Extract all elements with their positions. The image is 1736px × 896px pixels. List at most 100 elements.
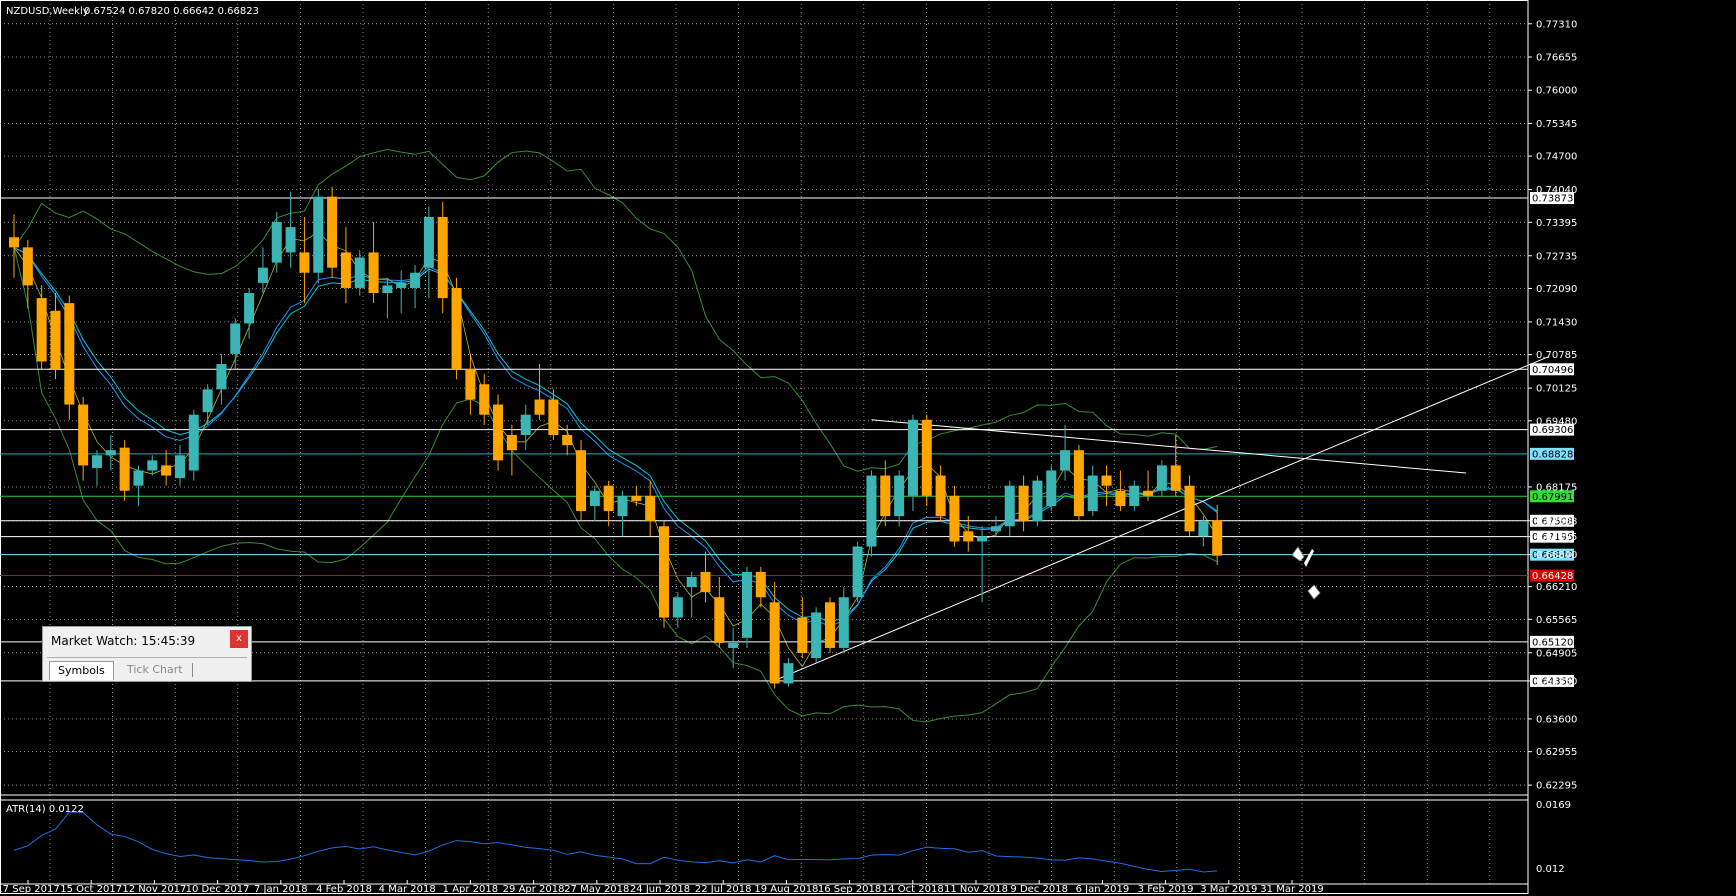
price-level-line[interactable]: 0.66840	[0, 548, 1574, 562]
atr-line	[13, 811, 1218, 873]
candle	[91, 450, 102, 486]
candle	[1087, 465, 1098, 517]
date-tick-label: 16 Sep 2018	[818, 884, 881, 895]
price-level-line[interactable]: 0.69306	[0, 423, 1574, 437]
candle	[935, 465, 946, 522]
svg-text:0.73873: 0.73873	[1532, 194, 1573, 205]
candle	[1115, 470, 1126, 512]
candle	[64, 295, 75, 420]
candle	[493, 394, 504, 471]
price-tick-label: 0.75345	[1536, 119, 1577, 130]
candle	[244, 287, 255, 339]
price-level-line[interactable]: 0.67195	[0, 530, 1574, 544]
price-level-line[interactable]: 0.73873	[0, 192, 1574, 205]
price-tick-label: 0.71430	[1536, 317, 1577, 328]
candle	[216, 353, 227, 405]
candle	[1018, 475, 1029, 532]
candle	[866, 470, 877, 557]
candle	[1143, 470, 1154, 501]
candle	[990, 516, 1001, 537]
trendline[interactable]	[871, 419, 1467, 474]
price-tick-label: 0.77310	[1536, 19, 1577, 30]
price-tick-label: 0.70125	[1536, 384, 1577, 395]
svg-text:0.64350: 0.64350	[1532, 676, 1573, 687]
market-watch-tabs: Symbols Tick Chart	[47, 657, 247, 680]
candle	[631, 485, 642, 506]
close-icon[interactable]: x	[230, 630, 248, 648]
candle	[741, 566, 752, 648]
candle	[368, 222, 379, 304]
svg-text:0.68828: 0.68828	[1532, 449, 1573, 460]
candle	[147, 455, 158, 476]
price-level-line[interactable]: 0.65120	[0, 635, 1574, 649]
price-level-line[interactable]: 0.70496	[0, 363, 1574, 376]
candle	[769, 582, 780, 689]
price-level-line[interactable]: 0.66428	[0, 569, 1574, 583]
date-tick-label: 12 Nov 2017	[122, 884, 186, 895]
candle	[714, 576, 725, 648]
price-tick-label: 0.69480	[1536, 416, 1577, 427]
candle	[672, 592, 683, 628]
candle	[1004, 480, 1015, 537]
price-tick-label: 0.62955	[1536, 747, 1577, 758]
candle	[1060, 424, 1071, 481]
date-tick-label: 4 Feb 2018	[316, 884, 372, 895]
price-level-line[interactable]: 0.68828	[0, 447, 1574, 461]
candle	[451, 277, 462, 380]
candle	[354, 249, 365, 296]
candle	[1032, 475, 1043, 527]
candle	[133, 465, 144, 506]
price-level-line[interactable]: 0.64350	[0, 674, 1574, 688]
tab-symbols[interactable]: Symbols	[49, 661, 114, 680]
tab-separator	[192, 663, 193, 677]
svg-text:0.67991: 0.67991	[1532, 492, 1573, 503]
candle	[700, 551, 711, 603]
atr-indicator-panel: 0.0169 0.012	[0, 799, 1571, 885]
svg-text:0.69306: 0.69306	[1532, 425, 1573, 436]
candle	[479, 374, 490, 425]
candle	[907, 414, 918, 512]
candle	[949, 485, 960, 547]
candle	[1156, 460, 1167, 496]
candle	[963, 516, 974, 552]
candle	[894, 470, 905, 527]
candle	[880, 460, 891, 527]
lower-band	[13, 247, 1218, 723]
price-tick-label: 0.74700	[1536, 152, 1577, 163]
candle	[230, 318, 241, 370]
trendlines[interactable]	[774, 355, 1550, 681]
candle	[50, 293, 61, 380]
date-tick-label: 4 Mar 2018	[379, 884, 436, 895]
candle	[437, 201, 448, 314]
candle	[423, 206, 434, 299]
date-tick-label: 11 Nov 2018	[944, 884, 1008, 895]
price-tick-label: 0.72090	[1536, 284, 1577, 295]
candle	[313, 189, 324, 283]
price-tick-label: 0.76655	[1536, 52, 1577, 63]
candle	[589, 485, 600, 522]
horizontal-price-lines[interactable]: 0.73873 0.70496 0.69306 0.68828 0.67991 0.675…	[0, 192, 1574, 687]
svg-text:0.66840: 0.66840	[1532, 550, 1573, 561]
candle	[520, 404, 531, 451]
trendline[interactable]	[774, 355, 1550, 681]
price-level-line[interactable]: 0.67508	[0, 514, 1574, 528]
market-watch-window[interactable]: Market Watch: 15:45:39 x Symbols Tick Ch…	[42, 626, 252, 682]
candle	[1046, 465, 1057, 512]
candle	[728, 627, 739, 669]
date-tick-label: 15 Oct 2017	[60, 884, 122, 895]
date-tick-label: 10 Dec 2017	[186, 884, 250, 895]
candle	[645, 480, 656, 537]
candle	[686, 571, 697, 618]
price-level-line[interactable]: 0.67991	[0, 490, 1574, 503]
svg-text:0.65120: 0.65120	[1532, 637, 1573, 648]
candle	[548, 389, 559, 441]
tab-tick-chart[interactable]: Tick Chart	[127, 663, 183, 676]
candle	[824, 597, 835, 654]
candle	[838, 587, 849, 654]
candle	[1073, 445, 1084, 522]
market-watch-title: Market Watch: 15:45:39	[51, 634, 196, 648]
ma-line	[13, 246, 1218, 627]
upper-band	[13, 148, 1218, 472]
candle	[161, 450, 172, 486]
